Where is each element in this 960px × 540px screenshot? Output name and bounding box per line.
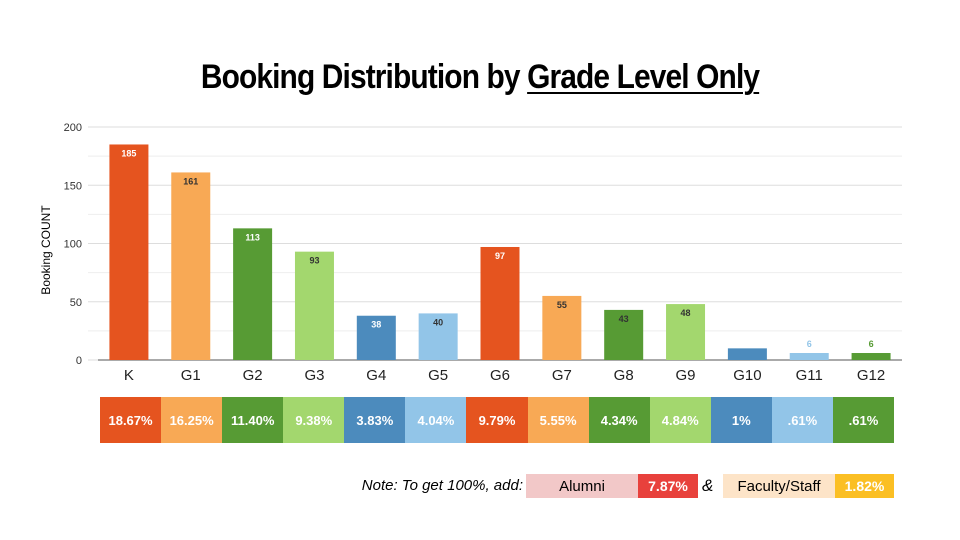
- bar-K: [109, 144, 149, 360]
- x-tick-label: G1: [181, 367, 201, 384]
- percentage-cell-G11: .61%: [771, 397, 833, 443]
- alumni-value: 7.87%: [638, 474, 698, 498]
- bar-G6: [480, 246, 520, 360]
- percentage-cell-G7: 5.55%: [527, 397, 589, 443]
- y-tick-label: 150: [64, 180, 82, 192]
- percentage-row: 18.67% 16.25% 11.40% 9.38% 3.83% 4.04% 9.79% 5.…: [100, 397, 895, 443]
- data-label: 113: [245, 232, 260, 242]
- note-row: Note: To get 100%, add: Alumni 7.87% & F…: [0, 474, 960, 498]
- y-tick-label: 200: [64, 122, 82, 134]
- chart-title: Booking Distribution by Grade Level Only: [58, 58, 903, 97]
- x-tick-label: G12: [857, 367, 885, 384]
- x-tick-label: G8: [614, 367, 634, 384]
- data-label: 38: [371, 320, 381, 330]
- data-label: 185: [121, 148, 136, 158]
- x-axis-ticks: K G1 G2 G3 G4 G5 G6 G7 G8 G9 G10 G11 G12: [124, 367, 885, 384]
- y-axis-ticks: 0 50 100 150 200: [64, 122, 82, 367]
- x-tick-label: G3: [304, 367, 324, 384]
- percentage-cell-G3: 9.38%: [283, 397, 345, 443]
- grid-layer: [88, 126, 902, 361]
- alumni-label: Alumni: [526, 474, 638, 498]
- bar-G1: [171, 172, 211, 360]
- data-label: 93: [309, 256, 319, 266]
- percentage-cell-G6: 9.79%: [466, 397, 528, 443]
- x-tick-label: G11: [796, 367, 823, 384]
- data-label: 55: [557, 300, 567, 310]
- data-label: 48: [681, 308, 691, 318]
- data-label: 161: [183, 176, 198, 186]
- data-label: 6: [869, 339, 874, 349]
- bar-chart: 0 50 100 150 200 185 161 113 93 38 40 97 55 43 48 10 6 6…: [39, 122, 902, 384]
- data-label: 97: [495, 251, 505, 261]
- bar-G7: [542, 295, 582, 360]
- percentage-cell-G5: 4.04%: [405, 397, 467, 443]
- bar-G5: [418, 313, 458, 360]
- percentage-cell-G8: 4.34%: [588, 397, 650, 443]
- x-tick-label: G6: [490, 367, 510, 384]
- bar-G12: [851, 353, 891, 360]
- percentage-cell-G4: 3.83%: [344, 397, 406, 443]
- x-tick-label: G2: [243, 367, 263, 384]
- bar-G10: [727, 348, 767, 360]
- bar-G9: [666, 304, 706, 360]
- y-tick-label: 100: [64, 239, 82, 251]
- percentage-cell-G9: 4.84%: [649, 397, 711, 443]
- y-axis-label: Booking COUNT: [39, 205, 53, 295]
- data-label: 10: [742, 334, 752, 344]
- data-label: 6: [807, 339, 812, 349]
- bar-G11: [789, 353, 829, 360]
- x-tick-label: G4: [366, 367, 386, 384]
- x-tick-label: G9: [676, 367, 696, 384]
- x-tick-label: G10: [733, 367, 761, 384]
- y-tick-label: 50: [70, 297, 82, 309]
- y-tick-label: 0: [76, 355, 82, 367]
- faculty-staff-label: Faculty/Staff: [723, 474, 835, 498]
- x-tick-label: G5: [428, 367, 448, 384]
- x-tick-label: K: [124, 367, 134, 384]
- bar-G4: [356, 315, 396, 360]
- percentage-cell-G1: 16.25%: [161, 397, 223, 443]
- percentage-cell-G2: 11.40%: [222, 397, 284, 443]
- bar-G2: [233, 228, 273, 360]
- percentage-cell-K: 18.67%: [100, 397, 162, 443]
- bars: 185 161 113 93 38 40 97 55 43 48 10 6 6: [109, 144, 891, 360]
- note-text: Note: To get 100%, add:: [361, 477, 523, 494]
- percentage-cell-G10: 1%: [710, 397, 772, 443]
- bar-G3: [294, 251, 334, 360]
- bar-G8: [604, 309, 644, 360]
- title-prefix: Booking Distribution by: [200, 58, 528, 96]
- title-emphasis: Grade Level Only: [527, 58, 760, 96]
- data-label: 43: [619, 314, 629, 324]
- ampersand: &: [702, 476, 714, 495]
- data-label: 40: [433, 317, 443, 327]
- faculty-staff-value: 1.82%: [835, 474, 894, 498]
- x-tick-label: G7: [552, 367, 572, 384]
- percentage-cell-G12: .61%: [832, 397, 895, 443]
